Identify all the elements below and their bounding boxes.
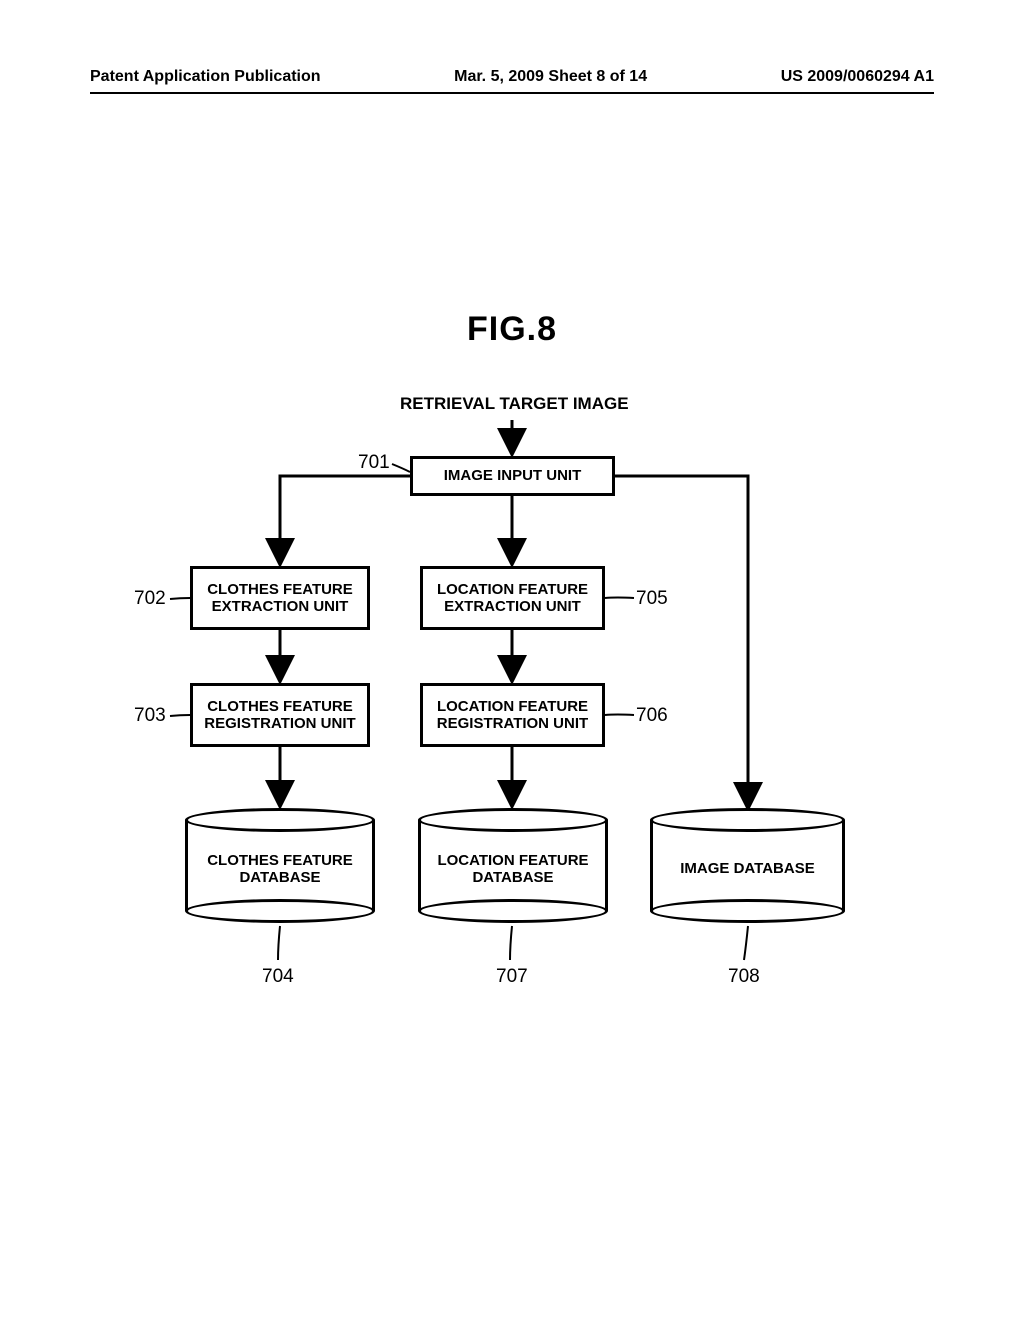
node-clothes-feature-database: CLOTHES FEATURE DATABASE xyxy=(185,808,375,923)
ref-703: 703 xyxy=(134,705,166,727)
node-image-input-unit: IMAGE INPUT UNIT xyxy=(410,456,615,496)
node-label: CLOTHES FEATURE DATABASE xyxy=(185,852,375,887)
node-location-feature-extraction: LOCATION FEATURE EXTRACTION UNIT xyxy=(420,566,605,630)
block-diagram: RETRIEVAL TARGET IMAGE IMAGE INPUT UNIT … xyxy=(0,398,1024,1018)
header-rule xyxy=(90,92,934,94)
node-label: LOCATION FEATURE REGISTRATION UNIT xyxy=(429,698,596,733)
ref-706: 706 xyxy=(636,705,668,727)
ref-707: 707 xyxy=(496,966,528,988)
node-label: LOCATION FEATURE EXTRACTION UNIT xyxy=(429,581,596,616)
node-label: IMAGE DATABASE xyxy=(650,860,845,877)
node-label: LOCATION FEATURE DATABASE xyxy=(418,852,608,887)
ref-702: 702 xyxy=(134,588,166,610)
ref-705: 705 xyxy=(636,588,668,610)
node-label: CLOTHES FEATURE EXTRACTION UNIT xyxy=(199,581,361,616)
patent-page: Patent Application Publication Mar. 5, 2… xyxy=(0,0,1024,1320)
page-header: Patent Application Publication Mar. 5, 2… xyxy=(0,68,1024,86)
node-location-feature-registration: LOCATION FEATURE REGISTRATION UNIT xyxy=(420,683,605,747)
header-center: Mar. 5, 2009 Sheet 8 of 14 xyxy=(454,68,647,86)
node-label: CLOTHES FEATURE REGISTRATION UNIT xyxy=(199,698,361,733)
input-label: RETRIEVAL TARGET IMAGE xyxy=(400,394,629,414)
node-clothes-feature-extraction: CLOTHES FEATURE EXTRACTION UNIT xyxy=(190,566,370,630)
ref-708: 708 xyxy=(728,966,760,988)
node-label: IMAGE INPUT UNIT xyxy=(444,467,582,484)
header-right: US 2009/0060294 A1 xyxy=(781,68,934,86)
ref-704: 704 xyxy=(262,966,294,988)
ref-701: 701 xyxy=(358,452,390,474)
header-left: Patent Application Publication xyxy=(90,68,321,86)
node-image-database: IMAGE DATABASE xyxy=(650,808,845,923)
node-clothes-feature-registration: CLOTHES FEATURE REGISTRATION UNIT xyxy=(190,683,370,747)
node-location-feature-database: LOCATION FEATURE DATABASE xyxy=(418,808,608,923)
figure-title: FIG.8 xyxy=(0,310,1024,349)
